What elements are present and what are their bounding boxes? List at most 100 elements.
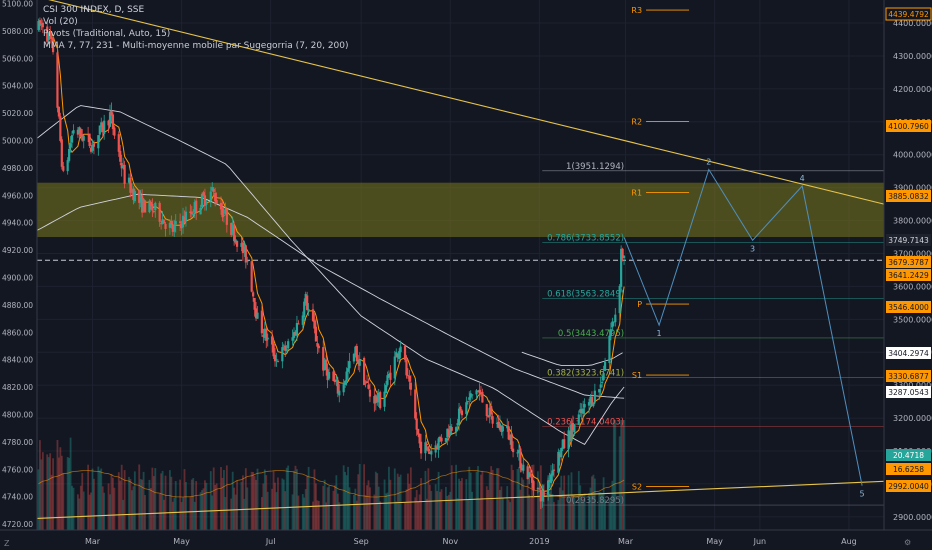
candle-body bbox=[338, 390, 341, 396]
candle-body bbox=[142, 198, 145, 212]
volume-bar bbox=[620, 420, 623, 530]
candle-body bbox=[215, 199, 218, 204]
volume-bar bbox=[591, 476, 593, 530]
candle-body bbox=[47, 33, 50, 41]
candle-body bbox=[379, 392, 382, 409]
candle-body bbox=[297, 323, 300, 325]
candle-body bbox=[592, 402, 595, 407]
volume-bar bbox=[469, 472, 472, 530]
settings-gear-icon[interactable]: ⚙ bbox=[904, 538, 912, 547]
candle-body bbox=[151, 203, 154, 211]
volume-bar bbox=[272, 471, 275, 530]
price-tag-label: 3404.2974 bbox=[888, 349, 929, 358]
candle-body bbox=[57, 106, 61, 117]
volume-bar bbox=[117, 472, 120, 530]
volume-bar bbox=[90, 492, 92, 530]
volume-bar bbox=[385, 493, 387, 530]
price-tag bbox=[886, 256, 931, 268]
candle-body bbox=[70, 135, 74, 143]
timezone-label[interactable]: Z bbox=[4, 539, 10, 548]
price-tag bbox=[886, 480, 931, 492]
candle-body bbox=[82, 135, 85, 141]
left-axis-tick-label: 5060.00 bbox=[2, 54, 33, 63]
volume-bar bbox=[150, 488, 152, 530]
candle-body bbox=[414, 389, 417, 419]
volume-bar bbox=[49, 453, 52, 530]
volume-bar bbox=[113, 487, 116, 530]
candle-body bbox=[192, 214, 195, 216]
candle-body bbox=[497, 421, 500, 428]
candle-body bbox=[602, 372, 605, 381]
candle-body bbox=[40, 23, 43, 25]
volume-bar bbox=[420, 478, 422, 530]
fib-level-label: 0.618(3563.2849) bbox=[547, 289, 624, 299]
volume-bar bbox=[522, 479, 525, 530]
fib-level-label: 0.5(3443.4795) bbox=[558, 329, 624, 339]
volume-bar bbox=[506, 486, 509, 530]
volume-bar bbox=[58, 457, 60, 530]
candle-body bbox=[344, 380, 347, 385]
volume-bar bbox=[97, 466, 100, 530]
volume-bar bbox=[542, 484, 545, 530]
candle-body bbox=[377, 392, 380, 403]
x-axis-tick-label: Aug bbox=[841, 537, 857, 546]
volume-bar bbox=[418, 494, 421, 530]
candle-body bbox=[132, 188, 135, 200]
volume-bar bbox=[189, 496, 192, 530]
volume-bar bbox=[88, 494, 91, 530]
volume-bar bbox=[82, 491, 85, 530]
volume-bar bbox=[386, 492, 389, 530]
price-tag-label: 3885.0832 bbox=[888, 192, 929, 201]
candle-body bbox=[240, 243, 243, 247]
wave-label: 3 bbox=[750, 244, 755, 253]
volume-bar bbox=[301, 494, 304, 530]
candle-body bbox=[582, 408, 585, 414]
volume-bar bbox=[485, 486, 488, 530]
volume-bar bbox=[393, 468, 396, 530]
candle-body bbox=[506, 425, 509, 429]
candle-body bbox=[262, 335, 265, 337]
volume-bar bbox=[193, 501, 196, 530]
volume-bar bbox=[37, 469, 40, 530]
volume-bar bbox=[388, 466, 390, 530]
candle-body bbox=[282, 345, 285, 347]
volume-bar bbox=[396, 473, 399, 530]
volume-bar bbox=[133, 471, 136, 530]
candle-body bbox=[164, 223, 167, 229]
volume-bar bbox=[225, 465, 228, 530]
candle-body bbox=[316, 342, 319, 347]
candle-body bbox=[62, 166, 65, 171]
volume-bar bbox=[593, 478, 596, 530]
volume-bar bbox=[376, 473, 379, 530]
volume-bar bbox=[458, 478, 460, 530]
fib-level-label: 0(2935.8295) bbox=[566, 496, 624, 506]
candle-body bbox=[119, 150, 122, 162]
right-axis-tick-label: 3800.0000 bbox=[893, 217, 932, 226]
candle-body bbox=[437, 438, 440, 450]
candle-body bbox=[219, 202, 223, 210]
candle-body bbox=[491, 416, 494, 424]
candle-body bbox=[383, 391, 386, 407]
candle-body bbox=[511, 448, 515, 453]
candle-body bbox=[60, 139, 63, 167]
candle-body bbox=[539, 490, 542, 502]
volume-bar bbox=[201, 490, 203, 530]
volume-bar bbox=[103, 492, 106, 530]
volume-bar bbox=[439, 491, 441, 530]
candle-body bbox=[224, 209, 227, 214]
candle-body bbox=[138, 190, 141, 203]
candle-body bbox=[122, 165, 125, 168]
price-tag-label: 2992.0040 bbox=[888, 482, 929, 491]
wave-label: 1 bbox=[657, 329, 662, 338]
price-tag bbox=[885, 7, 932, 21]
candle-body bbox=[180, 223, 183, 229]
candle-body bbox=[342, 384, 345, 393]
candle-body bbox=[364, 382, 367, 384]
candle-body bbox=[37, 21, 40, 30]
candle-body bbox=[291, 337, 294, 341]
candle-body bbox=[611, 321, 614, 328]
volume-bar bbox=[501, 498, 504, 530]
candle-body bbox=[481, 391, 484, 403]
